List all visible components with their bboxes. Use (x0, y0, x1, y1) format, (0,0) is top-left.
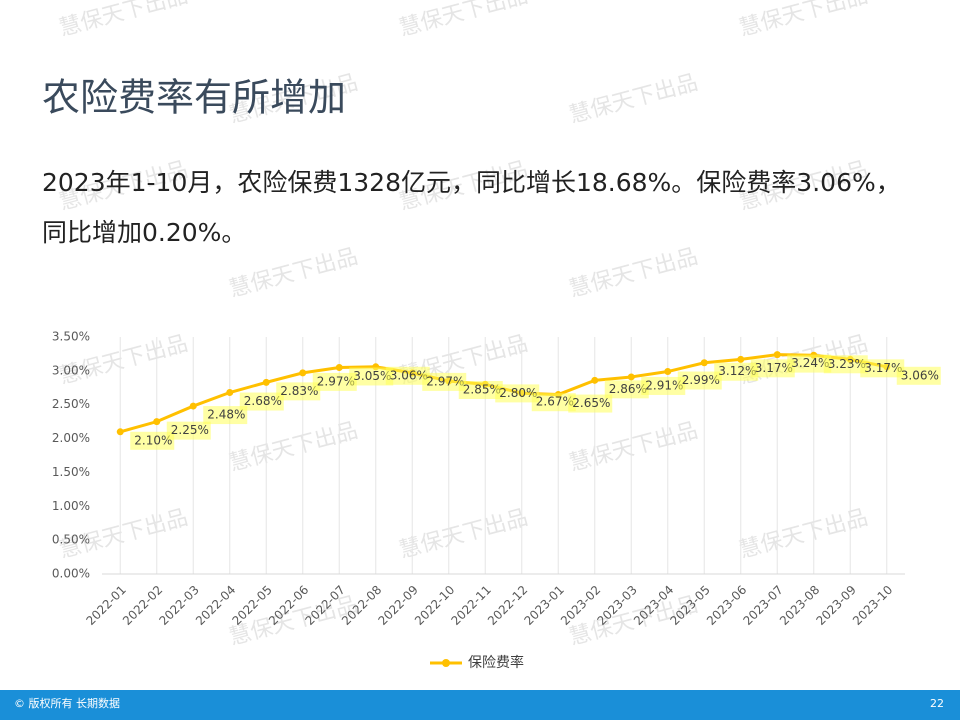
watermark: 慧保天下出品 (567, 244, 701, 302)
label-box (531, 393, 576, 412)
label-box (860, 359, 905, 378)
y-tick-label: 0.00% (52, 567, 90, 581)
marker (299, 369, 307, 377)
label-box (312, 372, 357, 391)
data-label: 3.05% (353, 369, 391, 383)
y-tick-label: 0.50% (52, 533, 90, 547)
watermark: 慧保天下出品 (567, 70, 701, 128)
data-label: 2.99% (682, 373, 720, 387)
label-box (422, 372, 467, 391)
label-box (896, 366, 941, 385)
label-box (385, 366, 430, 385)
label-box (495, 384, 540, 403)
data-label: 2.97% (317, 374, 355, 388)
page-number: 22 (930, 697, 944, 710)
data-label: 3.06% (390, 368, 428, 382)
watermark: 慧保天下出品 (227, 244, 361, 302)
label-box (130, 431, 175, 450)
legend-label: 保险费率 (468, 654, 524, 671)
label-box (239, 392, 284, 411)
y-tick-label: 1.00% (52, 499, 90, 513)
watermark: 慧保天下出品 (397, 505, 531, 563)
legend-marker (442, 659, 450, 667)
label-box (750, 359, 795, 378)
label-box (823, 355, 868, 374)
label-box (677, 371, 722, 390)
watermark: 慧保天下出品 (737, 0, 871, 42)
copyright: © 版权所有 长期数据 (14, 696, 120, 710)
marker (700, 359, 708, 367)
label-box (349, 367, 394, 386)
data-label: 2.83% (280, 384, 318, 398)
data-label: 2.85% (463, 383, 501, 397)
slide-title: 农险费率有所增加 (42, 76, 346, 120)
watermark: 慧保天下出品 (567, 418, 701, 476)
label-box (604, 380, 649, 399)
marker (773, 351, 781, 359)
marker (189, 402, 197, 410)
data-label: 3.17% (864, 361, 902, 375)
footer-bar (0, 690, 960, 720)
label-box (641, 376, 686, 395)
data-label: 3.24% (791, 356, 829, 370)
data-label: 2.67% (536, 395, 574, 409)
label-box (166, 421, 211, 440)
data-label: 3.06% (901, 368, 939, 382)
data-label: 2.68% (244, 394, 282, 408)
data-label: 2.80% (499, 386, 537, 400)
marker (737, 355, 745, 363)
data-label: 2.25% (171, 423, 209, 437)
data-label: 2.97% (426, 374, 464, 388)
y-tick-label: 3.50% (52, 330, 90, 344)
data-label: 2.10% (134, 433, 172, 447)
chart: 2022-012022-022022-032022-042022-052022-… (52, 330, 941, 671)
marker (627, 373, 635, 381)
marker (664, 368, 672, 376)
x-tick-label: 2023-10 (850, 583, 895, 628)
y-tick-label: 2.00% (52, 431, 90, 445)
watermark: 慧保天下出品 (57, 0, 191, 42)
data-label: 2.91% (645, 378, 683, 392)
marker (335, 363, 343, 371)
marker (591, 376, 599, 384)
data-label: 3.17% (755, 361, 793, 375)
data-label: 2.65% (572, 396, 610, 410)
watermark: 慧保天下出品 (227, 418, 361, 476)
body-line: 2023年1-10月，农险保费1328亿元，同比增长18.68%。保险费率3.0… (42, 168, 901, 197)
data-label: 3.23% (828, 357, 866, 371)
marker (226, 389, 234, 397)
marker (153, 418, 161, 426)
marker (262, 378, 270, 386)
watermark: 慧保天下出品 (397, 0, 531, 42)
data-label: 2.86% (609, 382, 647, 396)
marker (116, 428, 124, 436)
label-box (276, 382, 321, 401)
data-label: 3.12% (718, 364, 756, 378)
y-tick-label: 1.50% (52, 465, 90, 479)
label-box (714, 362, 759, 381)
y-tick-label: 3.00% (52, 363, 90, 377)
label-box (203, 406, 248, 425)
label-box (458, 381, 503, 400)
body-line: 同比增加0.20%。 (42, 218, 246, 247)
data-label: 2.48% (207, 408, 245, 422)
label-box (568, 394, 613, 413)
label-box (787, 354, 832, 373)
y-tick-label: 2.50% (52, 397, 90, 411)
